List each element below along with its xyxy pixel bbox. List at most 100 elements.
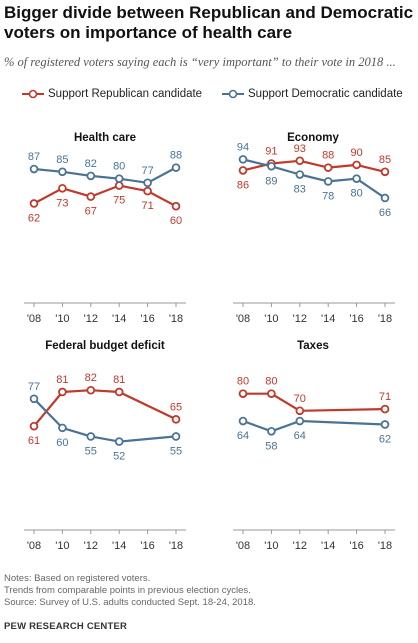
data-label-republican: 61 (28, 435, 40, 447)
legend-item-democratic: Support Democratic candidate (222, 88, 403, 100)
data-point-democratic (380, 193, 390, 203)
x-tick-label: '14 (112, 313, 126, 325)
x-tick-label: '14 (112, 540, 126, 552)
legend-label-democratic: Support Democratic candidate (248, 88, 403, 100)
data-label-republican: 62 (28, 212, 40, 224)
data-label-republican: 70 (294, 393, 306, 405)
data-point-republican (238, 389, 248, 398)
data-point-democratic (238, 416, 248, 426)
x-tick-label: '10 (264, 540, 278, 552)
data-label-republican: 86 (237, 179, 249, 191)
data-point-republican (267, 389, 276, 398)
data-label-democratic: 87 (28, 151, 40, 163)
x-tick-label: '08 (27, 540, 41, 552)
data-label-republican: 65 (170, 401, 182, 413)
panel-title: Taxes (297, 340, 329, 352)
data-label-republican: 93 (294, 143, 306, 155)
data-label-republican: 88 (322, 150, 334, 162)
x-tick-label: '08 (27, 313, 41, 325)
series-line-democratic (33, 166, 177, 184)
x-tick-label: '12 (84, 540, 98, 552)
x-tick-label: '10 (264, 313, 278, 325)
chart-panel-0: Health care '08 '10 '12 '14 '16 '18 62 73 67 75 71 6… (24, 132, 186, 325)
chart-panel-1: Economy '08 '10 '12 '14 '16 '18 86 91 93 88 90 85 94 8… (233, 132, 395, 325)
data-point-republican (323, 163, 333, 172)
x-tick-label: '18 (169, 313, 183, 325)
data-label-democratic: 64 (237, 430, 249, 442)
data-point-republican (295, 156, 305, 166)
data-label-republican: 82 (85, 372, 97, 384)
data-point-republican (171, 415, 181, 424)
data-label-democratic: 77 (28, 381, 40, 393)
data-point-democratic (267, 161, 276, 171)
data-point-democratic (29, 394, 39, 404)
data-label-democratic: 55 (85, 445, 97, 457)
data-label-democratic: 94 (237, 141, 249, 153)
x-tick-label: '10 (55, 540, 69, 552)
data-point-republican (352, 160, 361, 170)
data-point-democratic (238, 155, 248, 164)
x-tick-label: '18 (169, 540, 183, 552)
data-label-republican: 71 (379, 391, 391, 403)
legend-swatch-democratic (222, 89, 244, 99)
note-line-2: Trends from comparable points in previou… (4, 585, 251, 596)
chart-panel-2: Federal budget deficit '08 '10 '12 '14 '16 '18… (24, 340, 186, 552)
data-point-democratic (114, 174, 124, 183)
data-label-democratic: 66 (379, 207, 391, 219)
data-point-democratic (323, 177, 333, 186)
x-tick-label: '16 (140, 540, 154, 552)
data-point-republican (58, 387, 67, 397)
data-label-democratic: 77 (141, 165, 153, 177)
data-point-democratic (86, 432, 96, 441)
data-label-republican: 80 (237, 376, 249, 388)
data-label-democratic: 55 (170, 445, 182, 457)
series-line-democratic (242, 419, 386, 433)
data-label-democratic: 64 (294, 430, 306, 442)
data-label-republican: 73 (56, 197, 68, 209)
x-tick-label: '16 (349, 313, 363, 325)
chart-panel-3: Taxes '08 '10 '12 '14 '16 '18 80 80 70 71 64 58 64 62 (233, 340, 395, 552)
legend: Support Republican candidate Support Dem… (0, 88, 418, 104)
data-label-democratic: 82 (85, 158, 97, 170)
data-point-democratic (114, 437, 124, 446)
data-point-republican (143, 186, 152, 196)
data-point-democratic (171, 163, 181, 172)
data-point-republican (295, 406, 305, 416)
data-point-democratic (58, 423, 67, 433)
panel-title: Economy (287, 132, 339, 144)
data-label-republican: 81 (113, 374, 125, 386)
data-label-democratic: 80 (113, 161, 125, 173)
data-label-democratic: 62 (379, 433, 391, 445)
data-label-republican: 75 (113, 195, 125, 207)
note-line-3: Source: Survey of U.S. adults conducted … (4, 597, 256, 608)
data-point-republican (171, 201, 181, 211)
data-point-democratic (143, 178, 152, 188)
data-label-democratic: 58 (265, 440, 277, 452)
series-line-republican (242, 159, 386, 173)
data-point-republican (86, 192, 96, 201)
x-tick-label: '12 (293, 540, 307, 552)
x-tick-label: '10 (55, 313, 69, 325)
legend-label-republican: Support Republican candidate (48, 88, 203, 100)
x-tick-label: '14 (321, 540, 335, 552)
data-point-republican (114, 387, 124, 397)
legend-item-republican: Support Republican candidate (22, 88, 202, 100)
panel-title: Health care (74, 132, 136, 144)
data-label-republican: 91 (265, 146, 277, 158)
data-point-democratic (295, 416, 305, 426)
data-point-democratic (295, 170, 305, 179)
data-point-republican (29, 421, 39, 431)
data-point-republican (58, 184, 67, 193)
data-label-republican: 80 (265, 376, 277, 388)
data-label-democratic: 80 (350, 188, 362, 200)
data-label-democratic: 85 (56, 154, 68, 166)
data-label-republican: 85 (379, 154, 391, 166)
data-label-republican: 81 (56, 374, 68, 386)
data-point-democratic (380, 420, 390, 429)
x-tick-label: '12 (293, 313, 307, 325)
x-tick-label: '16 (349, 540, 363, 552)
chart-title: Bigger divide between Republican and Dem… (4, 3, 414, 42)
data-point-republican (380, 167, 390, 177)
x-tick-label: '18 (378, 313, 392, 325)
